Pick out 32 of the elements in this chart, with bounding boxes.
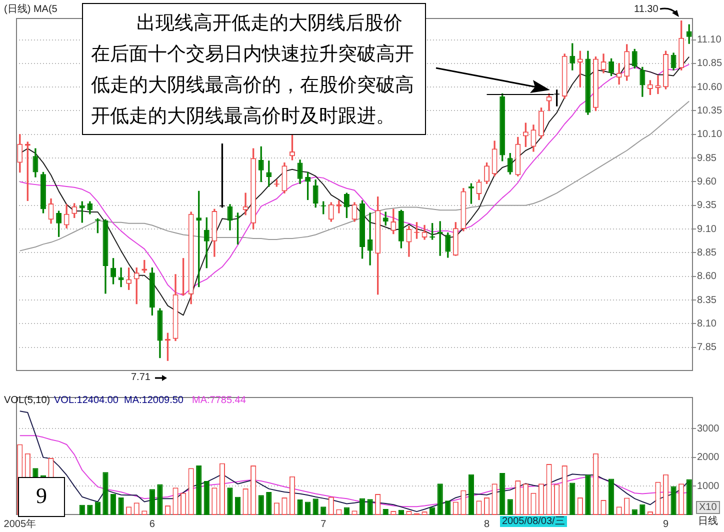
x-tick-label: 2005年 — [4, 518, 36, 530]
annotation: MA:7785.44 — [192, 395, 246, 406]
y-tick-label: 1000 — [697, 480, 720, 492]
x-tick-label: 6 — [149, 518, 156, 530]
x-tick-label: 7 — [320, 518, 327, 530]
annotation: MA:12009.50 — [124, 395, 184, 406]
text: 7.71 — [131, 372, 150, 383]
y-tick-label: 2000 — [697, 452, 720, 464]
text: (日线) MA(5 — [4, 4, 58, 15]
y-tick-label: 8.35 — [697, 294, 717, 306]
y-tick-label: 11.10 — [697, 34, 722, 46]
y-tick-label: 8.85 — [697, 247, 717, 258]
annotation: VOL:12404.00 — [54, 395, 118, 406]
text: 11.30 — [634, 4, 658, 15]
y-tick-label: 8.10 — [697, 318, 717, 330]
text: 日线 — [698, 516, 718, 527]
annotation: 出现线高开低走的大阴线后股价在后面十个交易日内快速拉升突破高开低走的大阴线最高价的，在股价突破高开低走的大阴线最高价时及时跟进。 — [82, 3, 426, 135]
y-tick-label: 3000 — [697, 423, 720, 434]
y-tick-label: 10.10 — [697, 129, 722, 140]
y-tick-label: 9.60 — [697, 176, 717, 188]
text: 2005/08/03/三 — [500, 516, 567, 527]
text: X10 — [696, 501, 720, 514]
y-tick-label: 9.85 — [697, 152, 717, 164]
y-tick-label: 7.85 — [697, 342, 717, 354]
y-tick-label: 10.60 — [697, 82, 722, 93]
x-tick-label: 8 — [484, 518, 490, 530]
y-tick-label: 10.35 — [697, 105, 722, 116]
y-tick-label: 9.10 — [697, 224, 717, 235]
y-tick-label: 8.60 — [697, 271, 717, 282]
x-tick-label: 9 — [662, 518, 669, 530]
y-tick-label: 9.35 — [697, 200, 717, 212]
y-tick-label: 10.85 — [697, 58, 722, 70]
